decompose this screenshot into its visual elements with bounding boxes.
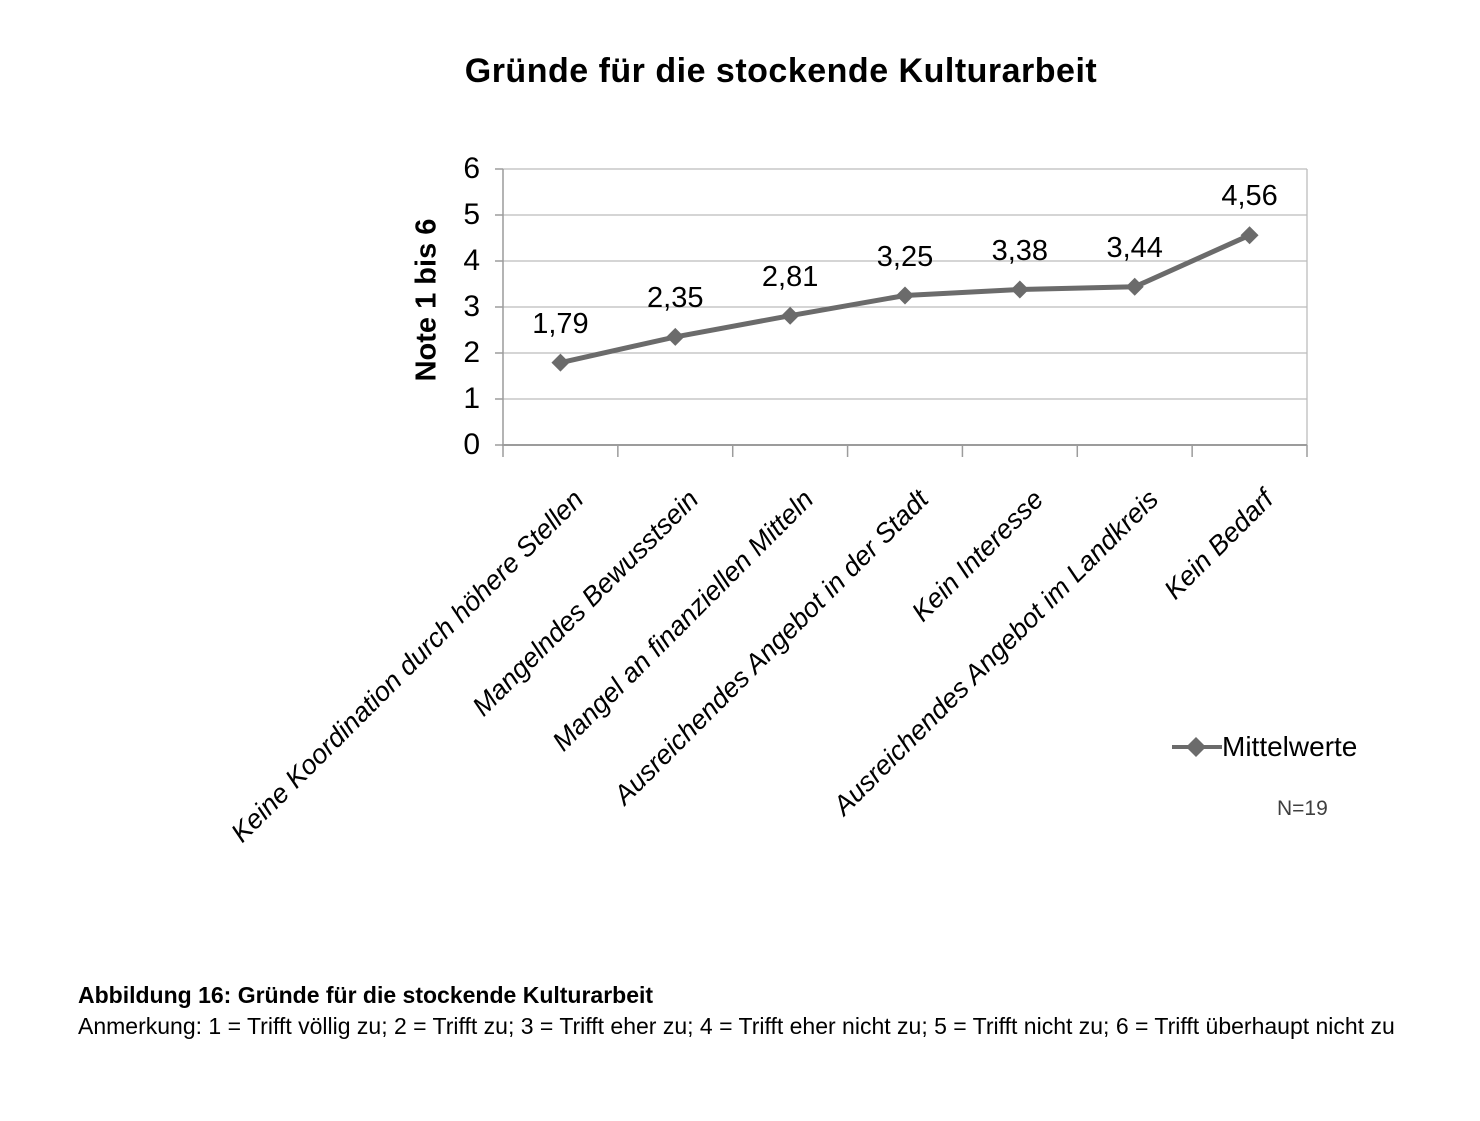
y-tick-label: 2 — [463, 336, 480, 369]
caption-heading: Abbildung 16: Gründe für die stockende K… — [78, 982, 654, 1008]
y-tick-label: 1 — [463, 382, 480, 415]
legend: Mittelwerte — [1172, 731, 1357, 763]
sample-size-label: N=19 — [1277, 797, 1328, 820]
y-tick-label: 0 — [463, 428, 480, 461]
y-tick-label: 3 — [463, 290, 480, 323]
data-point-label: 3,38 — [991, 234, 1049, 267]
data-point-marker — [1240, 226, 1259, 245]
y-tick-label: 5 — [463, 198, 480, 231]
data-point-marker — [551, 353, 570, 372]
y-tick-label: 4 — [463, 244, 480, 277]
data-point-label: 2,81 — [761, 260, 819, 293]
legend-line-marker-icon — [1172, 737, 1222, 757]
data-point-label: 1,79 — [532, 307, 589, 340]
chart-title: Gründe für die stockende Kulturarbeit — [464, 52, 1098, 90]
y-tick-label: 6 — [463, 152, 480, 185]
data-point-label: 3,44 — [1106, 231, 1163, 264]
figure-caption: Abbildung 16: Gründe für die stockende K… — [78, 980, 1414, 1042]
legend-diamond-icon — [1186, 737, 1206, 757]
data-point-marker — [1010, 280, 1029, 299]
caption-note: Anmerkung: 1 = Trifft völlig zu; 2 = Tri… — [78, 1013, 1395, 1039]
data-point-label: 4,56 — [1221, 180, 1278, 213]
data-point-marker — [1125, 277, 1144, 296]
legend-label: Mittelwerte — [1222, 731, 1358, 762]
data-point-label: 2,35 — [647, 281, 704, 314]
data-point-marker — [896, 286, 914, 305]
data-point-marker — [781, 306, 800, 325]
data-point-label: 3,25 — [876, 240, 934, 273]
data-point-marker — [666, 327, 685, 346]
